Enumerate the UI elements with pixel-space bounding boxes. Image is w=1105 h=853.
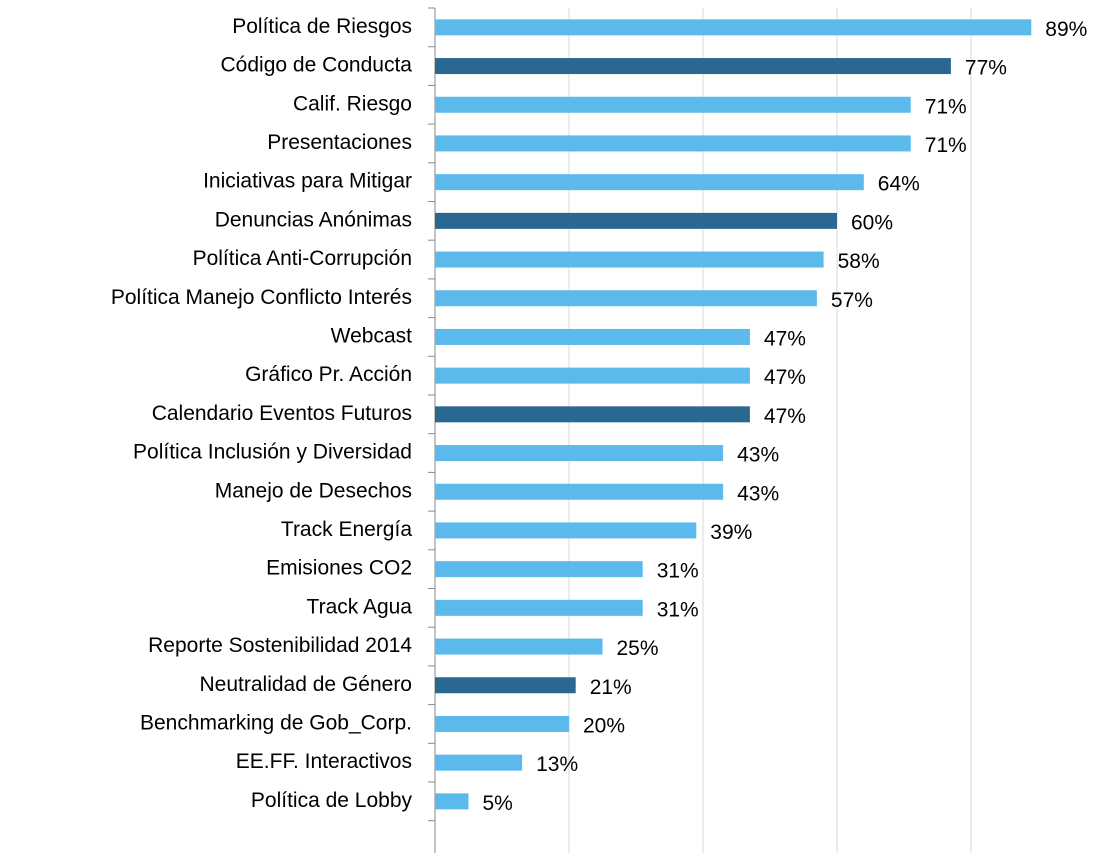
y-tick-label: Neutralidad de Género [200, 673, 412, 696]
value-label: 89% [1045, 18, 1087, 41]
bar [435, 638, 603, 655]
bar [435, 793, 469, 810]
value-label: 25% [617, 637, 659, 660]
y-tick-label: Política Anti-Corrupción [193, 247, 412, 270]
value-label: 31% [657, 598, 699, 621]
y-tick-label: Manejo de Desechos [215, 479, 412, 502]
bar [435, 599, 643, 616]
value-label: 5% [483, 792, 513, 815]
y-tick-label: Política de Lobby [251, 789, 413, 812]
bar [435, 96, 911, 113]
bar [435, 677, 576, 694]
value-label: 21% [590, 676, 632, 699]
value-label: 47% [764, 327, 806, 350]
y-tick-label: Presentaciones [267, 131, 412, 154]
y-tick-label: Benchmarking de Gob_Corp. [140, 711, 412, 734]
bar [435, 522, 697, 539]
bar [435, 58, 951, 75]
value-label: 71% [925, 95, 967, 118]
value-label: 43% [737, 482, 779, 505]
y-tick-label: Track Agua [307, 595, 413, 618]
value-label: 39% [710, 521, 752, 544]
value-label: 20% [583, 714, 625, 737]
y-tick-label: Política Manejo Conflicto Interés [111, 286, 412, 309]
value-label: 47% [764, 405, 806, 428]
y-tick-label: Reporte Sostenibilidad 2014 [148, 634, 412, 657]
value-label: 58% [838, 250, 880, 273]
bar [435, 715, 569, 732]
y-tick-label: Iniciativas para Mitigar [203, 170, 412, 193]
bar [435, 174, 864, 191]
value-label: 57% [831, 289, 873, 312]
bar [435, 367, 750, 384]
bar [435, 406, 750, 423]
y-tick-label: Política Inclusión y Diversidad [133, 441, 412, 464]
value-label: 64% [878, 173, 920, 196]
bar [435, 212, 837, 229]
y-tick-label: Código de Conducta [221, 54, 413, 77]
y-tick-label: Emisiones CO2 [266, 557, 412, 580]
bar [435, 445, 724, 462]
value-label: 31% [657, 560, 699, 583]
bar [435, 19, 1032, 36]
y-tick-label: Calendario Eventos Futuros [152, 402, 412, 425]
y-tick-label: Política de Riesgos [232, 15, 412, 38]
bar [435, 135, 911, 152]
value-label: 13% [536, 753, 578, 776]
y-tick-label: Webcast [331, 324, 412, 347]
value-label: 77% [965, 57, 1007, 80]
value-label: 60% [851, 211, 893, 234]
bar [435, 251, 824, 268]
y-tick-label: Track Energía [281, 518, 412, 541]
y-tick-label: Gráfico Pr. Acción [245, 363, 412, 386]
value-label: 71% [925, 134, 967, 157]
y-tick-label: Denuncias Anónimas [215, 208, 412, 231]
value-label: 47% [764, 366, 806, 389]
bar [435, 290, 817, 307]
bar [435, 754, 523, 771]
value-label: 43% [737, 444, 779, 467]
y-tick-label: EE.FF. Interactivos [236, 750, 412, 773]
y-tick-label: Calif. Riesgo [293, 92, 412, 115]
bar [435, 328, 750, 345]
bar [435, 561, 643, 578]
bar [435, 483, 724, 500]
